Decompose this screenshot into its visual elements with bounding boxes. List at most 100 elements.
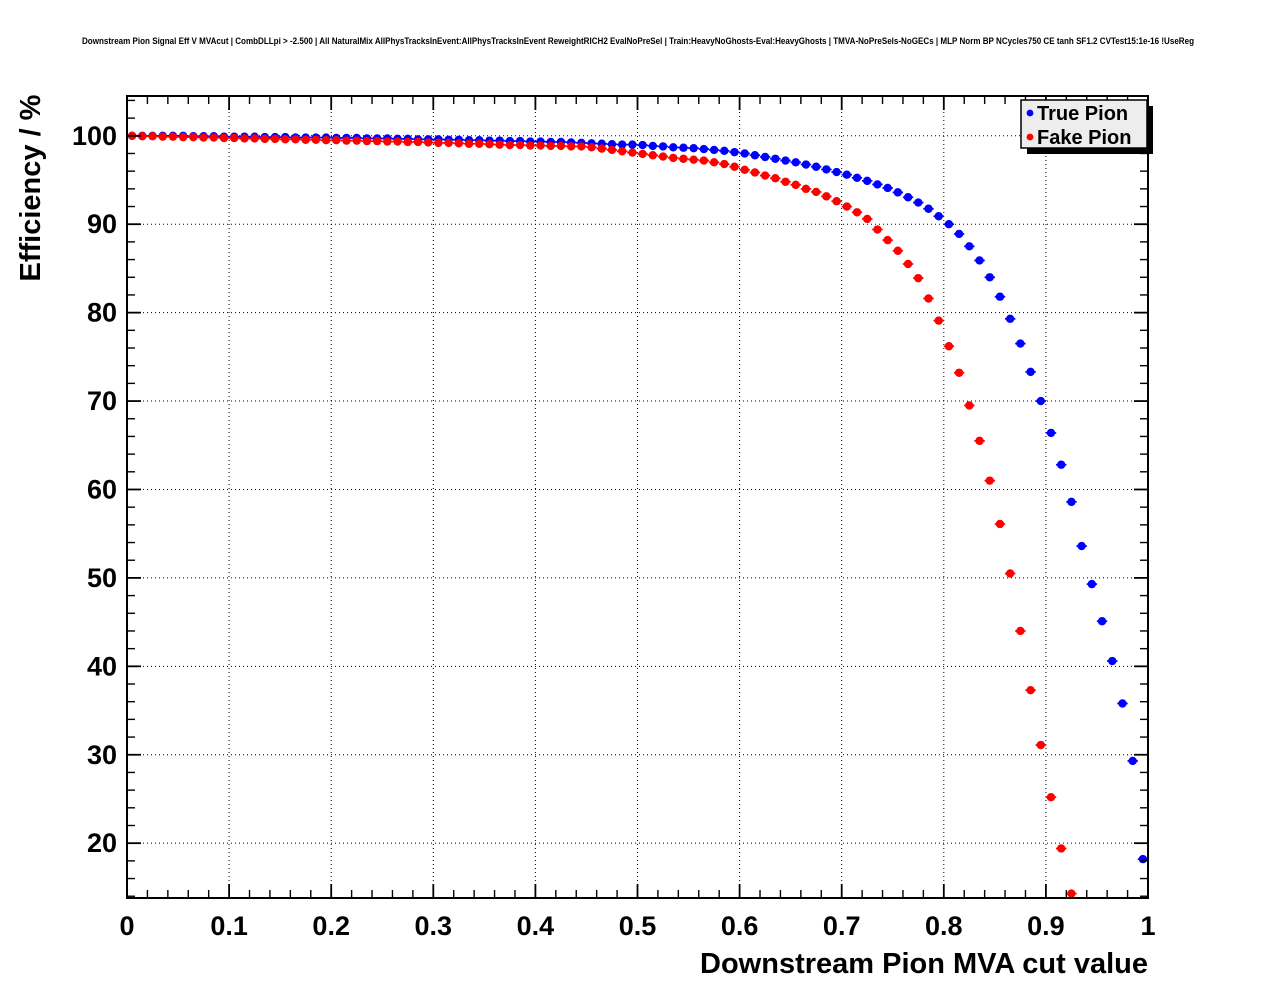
data-point: [393, 137, 402, 146]
data-point: [148, 132, 157, 141]
data-point: [423, 138, 433, 147]
data-point: [791, 158, 800, 167]
data-point: [1036, 396, 1045, 406]
data-point: [924, 204, 933, 213]
data-point: [505, 140, 515, 150]
data-point: [658, 152, 668, 161]
data-point: [985, 273, 994, 282]
data-point: [138, 132, 147, 141]
data-point: [1005, 314, 1015, 324]
y-tick-label: 100: [72, 121, 117, 151]
data-point: [965, 401, 974, 410]
data-point: [556, 141, 566, 151]
y-tick-label: 80: [87, 298, 117, 328]
data-point: [811, 187, 821, 197]
data-point: [311, 135, 321, 144]
data-point: [1108, 656, 1117, 666]
data-point: [781, 156, 790, 165]
data-point: [965, 242, 974, 251]
data-point: [852, 208, 862, 217]
data-point: [464, 139, 474, 148]
data-point: [209, 133, 218, 142]
data-point: [158, 132, 167, 141]
data-point: [822, 192, 831, 201]
data-point: [903, 193, 913, 202]
data-point: [372, 136, 382, 146]
y-tick-label: 70: [87, 386, 117, 416]
data-point: [403, 137, 412, 147]
data-point: [189, 132, 198, 142]
data-point: [934, 212, 943, 221]
data-point: [413, 137, 423, 147]
data-point: [975, 256, 984, 265]
data-point: [863, 214, 872, 224]
legend-box: [1020, 99, 1148, 149]
data-point: [526, 141, 535, 150]
data-point: [852, 173, 862, 182]
axes: [126, 95, 1149, 899]
data-point: [515, 140, 525, 150]
data-point: [577, 142, 586, 151]
data-point: [1118, 699, 1127, 708]
data-point: [883, 183, 892, 193]
data-point: [985, 476, 994, 485]
data-point: [740, 149, 749, 158]
y-tick-label: 20: [87, 828, 117, 858]
data-point: [791, 180, 800, 190]
data-point: [250, 134, 259, 143]
data-point: [607, 139, 617, 149]
data-point: [801, 160, 811, 169]
data-point: [638, 149, 647, 159]
data-point: [699, 156, 709, 165]
data-point: [893, 188, 903, 197]
data-point: [495, 140, 504, 149]
data-point: [1128, 756, 1137, 766]
data-point: [168, 132, 178, 141]
grid-lines: [127, 96, 1148, 898]
data-point: [1067, 889, 1076, 898]
data-point: [444, 138, 453, 148]
data-point: [689, 155, 698, 164]
data-point: [873, 180, 882, 189]
data-point: [219, 133, 229, 143]
y-tick-label: 90: [87, 209, 117, 239]
y-axis-title: Efficiency / %: [15, 94, 47, 281]
series-fake-pion: [127, 131, 1077, 898]
data-point: [720, 146, 729, 156]
data-point: [434, 138, 443, 148]
y-tick-label: 30: [87, 740, 117, 770]
data-point: [669, 143, 678, 152]
x-tick-label: 0: [119, 911, 134, 941]
x-axis-title: Downstream Pion MVA cut value: [700, 948, 1148, 980]
data-point: [1046, 792, 1056, 802]
data-point: [638, 140, 647, 150]
y-tick-label: 60: [87, 474, 117, 504]
data-point: [709, 158, 719, 167]
data-point: [260, 134, 270, 144]
data-point: [679, 154, 688, 163]
data-point: [1016, 626, 1025, 636]
data-point: [240, 134, 249, 143]
data-point: [301, 135, 310, 144]
data-point: [750, 168, 760, 177]
data-point: [760, 171, 770, 180]
data-point: [873, 225, 882, 234]
data-point: [740, 165, 749, 175]
data-point: [975, 436, 984, 446]
data-point: [842, 170, 852, 179]
data-point: [648, 141, 658, 151]
data-point: [1016, 339, 1025, 348]
data-point: [822, 165, 831, 174]
data-point: [944, 342, 954, 351]
data-point: [1046, 428, 1056, 438]
data-point: [546, 141, 555, 151]
data-point: [617, 147, 627, 156]
data-point: [914, 273, 923, 283]
data-point: [699, 144, 709, 154]
data-point: [648, 151, 658, 160]
data-point: [811, 162, 821, 171]
data-point: [914, 198, 923, 207]
data-point: [658, 142, 668, 151]
data-point: [342, 136, 351, 145]
